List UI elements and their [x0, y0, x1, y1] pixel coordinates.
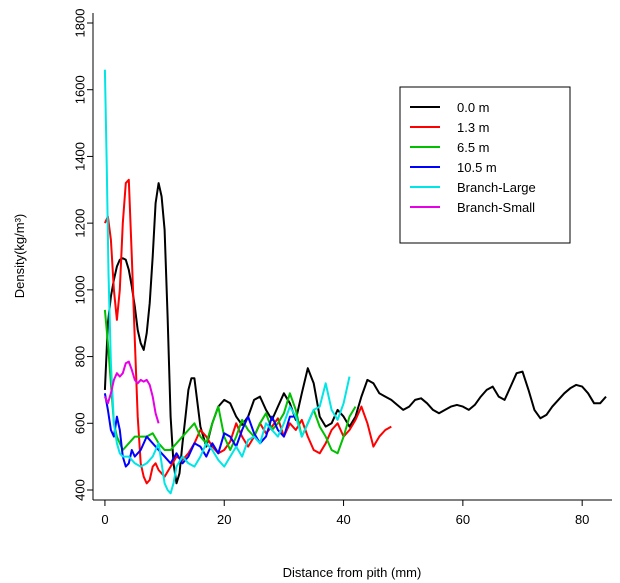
legend-label: 1.3 m	[457, 120, 490, 135]
legend-label: 0.0 m	[457, 100, 490, 115]
x-axis-label: Distance from pith (mm)	[283, 565, 422, 580]
legend: 0.0 m 1.3 m 6.5 m 10.5 m Branch-Large Branch-…	[399, 86, 571, 244]
series-line-4	[103, 69, 351, 495]
y-tick-label: 1600	[72, 75, 87, 104]
x-tick-label: 80	[575, 512, 589, 527]
y-axis-ticks: 400 600 800 1000 1200 1400 1600 1800	[72, 9, 93, 501]
x-tick-label: 20	[217, 512, 231, 527]
y-tick-label: 1400	[72, 142, 87, 171]
x-axis-ticks: 0 20 40 60 80	[101, 500, 589, 527]
y-tick-label: 400	[72, 479, 87, 501]
plot-area	[92, 13, 612, 501]
series-line-5	[103, 360, 160, 424]
x-tick-label: 0	[101, 512, 108, 527]
legend-label: 10.5 m	[457, 160, 497, 175]
legend-label: Branch-Large	[457, 180, 536, 195]
x-tick-label: 40	[336, 512, 350, 527]
legend-box	[399, 86, 571, 244]
y-axis-label: Density(kg/m³)	[12, 214, 27, 299]
y-tick-label: 1200	[72, 209, 87, 238]
series-line-0	[103, 182, 607, 485]
y-tick-label: 800	[72, 346, 87, 368]
series-layer	[103, 69, 607, 495]
x-tick-label: 60	[456, 512, 470, 527]
series-line-1	[103, 178, 392, 485]
legend-label: Branch-Small	[457, 200, 535, 215]
y-tick-label: 1800	[72, 9, 87, 38]
y-tick-label: 600	[72, 412, 87, 434]
y-tick-label: 1000	[72, 275, 87, 304]
legend-label: 6.5 m	[457, 140, 490, 155]
